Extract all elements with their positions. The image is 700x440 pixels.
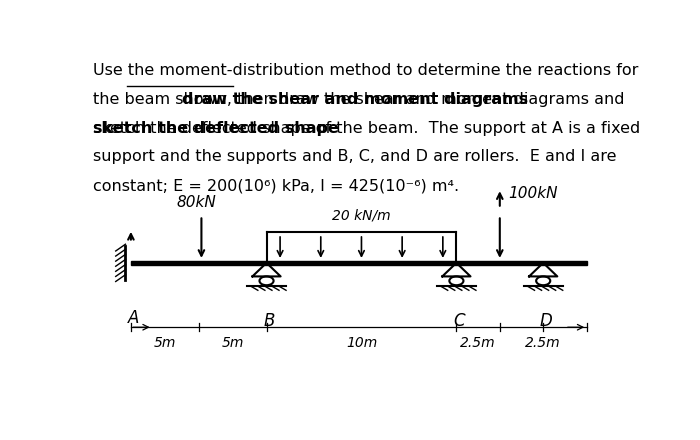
Bar [131, 261, 587, 265]
Text: sketch the deflected shape of the beam.  The support at A is a fixed: sketch the deflected shape of the beam. … [93, 121, 640, 136]
Text: draw the shear and moment diagrams: draw the shear and moment diagrams [183, 92, 528, 107]
Text: sketch the deflected shape: sketch the deflected shape [93, 121, 339, 136]
Text: D: D [540, 312, 552, 330]
Text: 20 kN/m: 20 kN/m [332, 208, 391, 222]
Text: the beam shown, then draw the shear and moment diagrams and: the beam shown, then draw the shear and … [93, 92, 624, 107]
Text: B: B [263, 312, 275, 330]
Text: 100kN: 100kN [508, 186, 557, 201]
Text: 5m: 5m [153, 336, 176, 350]
Text: A: A [128, 308, 139, 326]
Text: 2.5m: 2.5m [526, 336, 561, 350]
Text: 2.5m: 2.5m [461, 336, 496, 350]
Text: support and the supports and B, C, and D are rollers.  E and I are: support and the supports and B, C, and D… [93, 149, 617, 165]
Text: C: C [454, 312, 465, 330]
Text: 10m: 10m [346, 336, 377, 350]
Text: 80kN: 80kN [176, 195, 216, 210]
Text: 5m: 5m [221, 336, 244, 350]
Text: constant; E = 200(10⁶) kPa, I = 425(10⁻⁶) m⁴.: constant; E = 200(10⁶) kPa, I = 425(10⁻⁶… [93, 178, 459, 193]
Text: Use the moment-distribution method to determine the reactions for: Use the moment-distribution method to de… [93, 63, 638, 78]
